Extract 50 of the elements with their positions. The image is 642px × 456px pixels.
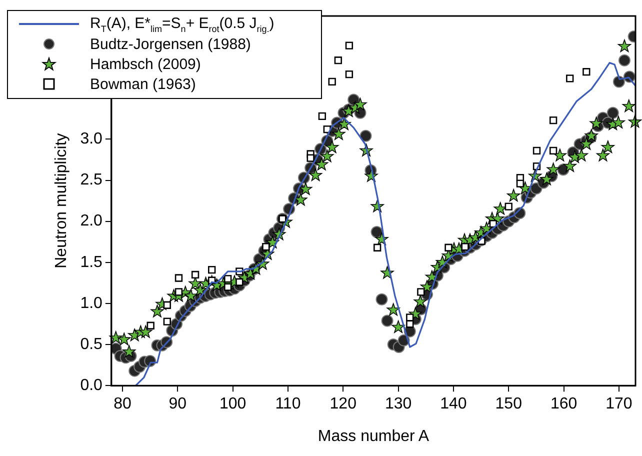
point bbox=[516, 180, 524, 188]
point bbox=[582, 68, 590, 76]
point bbox=[191, 270, 200, 279]
y-tick-label: 0.5 bbox=[80, 336, 103, 353]
point bbox=[417, 288, 425, 296]
point bbox=[306, 154, 314, 162]
legend-label: Budtz-Jorgensen (1988) bbox=[90, 36, 251, 52]
point bbox=[334, 56, 342, 64]
point bbox=[406, 320, 414, 328]
point bbox=[208, 266, 216, 274]
point bbox=[328, 78, 336, 86]
point bbox=[461, 242, 469, 251]
point bbox=[163, 318, 171, 326]
point bbox=[549, 146, 558, 155]
y-tick-label: 2.5 bbox=[80, 172, 103, 189]
legend-label: Hambsch (2009) bbox=[90, 56, 201, 72]
point bbox=[174, 288, 183, 296]
point bbox=[444, 244, 452, 252]
x-tick-label: 140 bbox=[440, 396, 467, 413]
y-tick-label: 1.0 bbox=[80, 294, 103, 312]
y-tick-label: 2.0 bbox=[80, 212, 103, 230]
legend-label: Bowman (1963) bbox=[90, 76, 196, 92]
x-tick-label: 100 bbox=[219, 396, 246, 413]
point bbox=[318, 112, 326, 120]
point bbox=[163, 301, 171, 309]
point bbox=[566, 74, 574, 82]
x-tick-label: 160 bbox=[550, 396, 578, 413]
x-tick-label: 80 bbox=[114, 396, 132, 413]
point bbox=[146, 322, 154, 330]
x-tick-label: 110 bbox=[275, 396, 301, 413]
point bbox=[374, 244, 382, 252]
y-axis-title: Neutron multiplicity bbox=[53, 133, 70, 268]
text: R$_{T}$(A), E*$_{lim}$=S$_{n}$+ E$_{rot}$(0.5 J$_{rig.}$) bbox=[90, 14, 274, 34]
y-tick-label: 3.0 bbox=[80, 130, 103, 148]
x-axis-title: Mass number A bbox=[318, 428, 430, 445]
x-tick-label: 90 bbox=[168, 396, 187, 413]
point bbox=[236, 278, 244, 286]
point bbox=[532, 146, 541, 155]
point bbox=[345, 42, 354, 50]
x-tick-label: 130 bbox=[384, 396, 412, 413]
point bbox=[224, 274, 232, 283]
point bbox=[345, 70, 354, 78]
point bbox=[504, 202, 512, 210]
x-tick-label: 150 bbox=[495, 396, 522, 413]
y-tick-label: 1.5 bbox=[80, 254, 103, 271]
x-tick-label: 120 bbox=[330, 396, 357, 413]
x-tick-label: 170 bbox=[606, 396, 632, 413]
point bbox=[549, 116, 558, 124]
y-tick-label: 0.0 bbox=[80, 377, 103, 394]
point bbox=[174, 274, 183, 282]
